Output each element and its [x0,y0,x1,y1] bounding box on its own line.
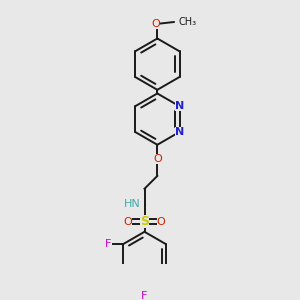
Text: O: O [151,19,160,29]
Text: F: F [105,239,112,249]
Text: N: N [175,127,184,137]
Text: O: O [153,154,162,164]
Text: F: F [141,291,148,300]
Text: O: O [124,217,132,227]
Text: CH₃: CH₃ [178,17,196,27]
Text: O: O [157,217,165,227]
Text: S: S [140,215,149,228]
Text: HN: HN [124,199,141,209]
Text: N: N [175,101,184,111]
